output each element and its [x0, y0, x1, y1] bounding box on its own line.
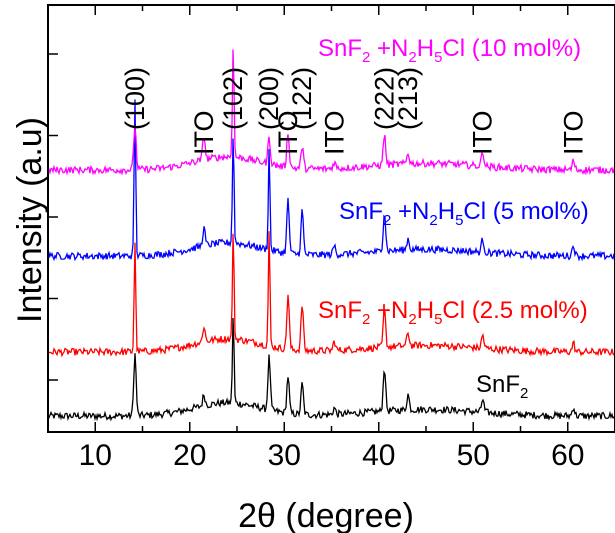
- x-tick-labels: 10 20 30 40 50 60: [79, 439, 585, 472]
- series-label-1: SnF2: [476, 371, 528, 402]
- series-line-3: [47, 99, 615, 262]
- series-label-3: SnF2 +N2H5Cl (5 mol%): [339, 198, 589, 229]
- axis-ticks: [47, 5, 615, 432]
- peak-label: ITO: [468, 110, 498, 155]
- series-label-4: SnF2 +N2H5Cl (10 mol%): [318, 35, 581, 66]
- x-tick-label: 50: [457, 439, 490, 472]
- peak-label: ITO: [273, 110, 303, 155]
- peak-label: (200): [254, 67, 284, 130]
- series-line-1: [47, 317, 615, 422]
- x-tick-label: 30: [268, 439, 301, 472]
- peak-label: ITO: [558, 110, 588, 155]
- peak-label: (213): [393, 67, 423, 130]
- series-line-4: [47, 49, 615, 176]
- plot-content: [47, 49, 615, 422]
- peak-label: ITO: [189, 110, 219, 155]
- x-tick-label: 60: [551, 439, 584, 472]
- x-tick-label: 40: [362, 439, 395, 472]
- x-tick-label: 20: [173, 439, 206, 472]
- peak-label: ITO: [319, 110, 349, 155]
- x-tick-label: 10: [79, 439, 112, 472]
- series-label-2: SnF2 +N2H5Cl (2.5 mol%): [318, 297, 588, 328]
- peak-labels: (100)ITO(102) (200)ITO(122)ITO(222)(213)I…: [120, 67, 589, 155]
- series-line-2: [47, 231, 615, 358]
- peak-label: (100): [120, 67, 150, 130]
- peak-label: (102): [218, 67, 248, 130]
- peak-label: (222): [369, 67, 399, 130]
- series-labels: SnF2 SnF2 +N2H5Cl (2.5 mol%) SnF2 +N2H5Cl …: [318, 35, 589, 402]
- x-axis-title: 2θ (degree): [238, 497, 414, 533]
- peak-label: (122): [287, 67, 317, 130]
- y-axis-title: Intensity (a.u): [11, 117, 49, 323]
